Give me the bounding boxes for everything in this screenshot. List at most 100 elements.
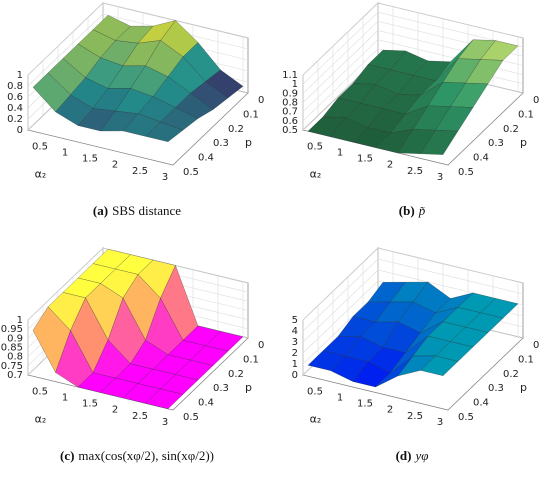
surface-patch: [145, 388, 184, 409]
caption: (c) max(cos(xφ/2), sin(xφ/2)): [60, 448, 214, 463]
y-tick-label: 0.3: [488, 383, 504, 394]
y-tick-label: 0.5: [458, 412, 474, 423]
x-tick-label: 0.5: [307, 142, 323, 153]
y-tick-label: 0.5: [183, 167, 199, 178]
x-tick-label: 3: [162, 417, 168, 428]
y-tick-label: 0.4: [473, 398, 489, 409]
z-tick-label: 0: [17, 125, 23, 136]
z-tick-label: 3: [292, 337, 298, 348]
z-tick-label: 0: [292, 370, 298, 381]
y-tick-label: 0: [533, 340, 539, 351]
x-tick-label: 1: [62, 148, 68, 159]
y-axis-label: p: [520, 381, 527, 394]
x-axis-label: α₂: [310, 168, 322, 181]
x-axis-label: α₂: [35, 168, 47, 181]
x-tick-label: 3: [437, 172, 443, 183]
caption: (a) SBS distance: [93, 203, 181, 218]
z-tick-label: 0.95: [1, 324, 23, 335]
caption-text: yφ: [413, 448, 428, 463]
z-tick-label: 1: [17, 70, 23, 81]
surface-patch: [420, 130, 459, 155]
z-tick-label: 2: [292, 348, 298, 359]
y-tick-label: 0.1: [243, 109, 259, 120]
y-tick-label: 0: [533, 95, 539, 106]
z-tick-label: 0.85: [1, 343, 23, 354]
y-tick-label: 0.4: [198, 398, 214, 409]
x-tick-label: 1.5: [357, 154, 373, 165]
y-tick-label: 0: [258, 95, 264, 106]
caption-text: SBS distance: [112, 203, 181, 218]
y-axis-label: p: [245, 381, 252, 394]
surface-patch: [420, 355, 459, 376]
caption-label: (b): [399, 203, 415, 218]
y-tick-label: 0.3: [213, 138, 229, 149]
z-tick-label: 1.1: [282, 70, 298, 81]
x-tick-label: 2: [112, 405, 118, 416]
panel: 0123450.511.522.5300.10.20.30.40.5α₂p(d)…: [292, 247, 539, 463]
x-tick-label: 2: [387, 160, 393, 171]
y-tick-label: 0.1: [243, 354, 259, 365]
z-tick-label: 5: [292, 315, 298, 326]
y-tick-label: 0.3: [488, 138, 504, 149]
x-tick-label: 2: [112, 160, 118, 171]
x-tick-label: 2.5: [132, 166, 148, 177]
caption-label: (c): [60, 448, 74, 463]
x-tick-label: 0.5: [32, 387, 48, 398]
x-tick-label: 2.5: [132, 411, 148, 422]
x-tick-label: 3: [162, 172, 168, 183]
z-tick-label: 0.8: [7, 81, 23, 92]
caption-text: p̃: [418, 203, 426, 218]
z-tick-label: 0.5: [282, 125, 298, 136]
x-tick-label: 1: [62, 393, 68, 404]
caption: (d) yφ: [396, 448, 429, 463]
x-tick-label: 1.5: [82, 399, 98, 410]
x-axis-label: α₂: [35, 413, 47, 426]
y-tick-label: 0.2: [503, 124, 519, 135]
x-tick-label: 2: [387, 405, 393, 416]
panel: 0.50.60.70.80.911.10.511.522.5300.10.20.…: [282, 2, 539, 218]
x-tick-label: 2.5: [407, 166, 423, 177]
z-tick-label: 0.8: [7, 352, 23, 363]
z-tick-label: 4: [292, 326, 298, 337]
z-tick-label: 0.9: [7, 333, 23, 344]
caption-text: max(cos(xφ/2), sin(xφ/2)): [78, 448, 214, 463]
x-tick-label: 0.5: [32, 142, 48, 153]
z-tick-label: 0.6: [7, 92, 23, 103]
x-tick-label: 1: [337, 393, 343, 404]
y-tick-label: 0.1: [518, 354, 534, 365]
z-tick-label: 1: [292, 359, 298, 370]
y-tick-label: 0.5: [183, 412, 199, 423]
z-tick-label: 0.4: [7, 103, 23, 114]
x-tick-label: 1.5: [357, 399, 373, 410]
z-tick-label: 1: [17, 315, 23, 326]
surface-patch: [145, 121, 184, 142]
z-tick-label: 0.8: [282, 98, 298, 109]
caption-label: (d): [396, 448, 412, 463]
z-tick-label: 1: [292, 79, 298, 90]
z-tick-label: 0.75: [1, 361, 23, 372]
y-axis-label: p: [520, 136, 527, 149]
x-tick-label: 1: [337, 148, 343, 159]
caption: (b) p̃: [399, 203, 426, 218]
y-tick-label: 0.2: [228, 124, 244, 135]
z-tick-label: 0.2: [7, 114, 23, 125]
y-tick-label: 0.3: [213, 383, 229, 394]
y-tick-label: 0.1: [518, 109, 534, 120]
y-axis-label: p: [245, 136, 252, 149]
z-tick-label: 0.7: [282, 107, 298, 118]
z-tick-label: 0.9: [282, 88, 298, 99]
y-tick-label: 0.2: [228, 369, 244, 380]
panel: 0.70.750.80.850.90.9510.511.522.5300.10.…: [1, 247, 264, 463]
x-tick-label: 1.5: [82, 154, 98, 165]
z-tick-label: 0.7: [7, 370, 23, 381]
y-tick-label: 0.4: [198, 153, 214, 164]
panel: 00.20.40.60.810.511.522.5300.10.20.30.40…: [7, 2, 264, 218]
z-tick-label: 0.6: [282, 116, 298, 127]
y-tick-label: 0.4: [473, 153, 489, 164]
y-tick-label: 0.2: [503, 369, 519, 380]
caption-label: (a): [93, 203, 108, 218]
y-tick-label: 0.5: [458, 167, 474, 178]
x-axis-label: α₂: [310, 413, 322, 426]
x-tick-label: 2.5: [407, 411, 423, 422]
